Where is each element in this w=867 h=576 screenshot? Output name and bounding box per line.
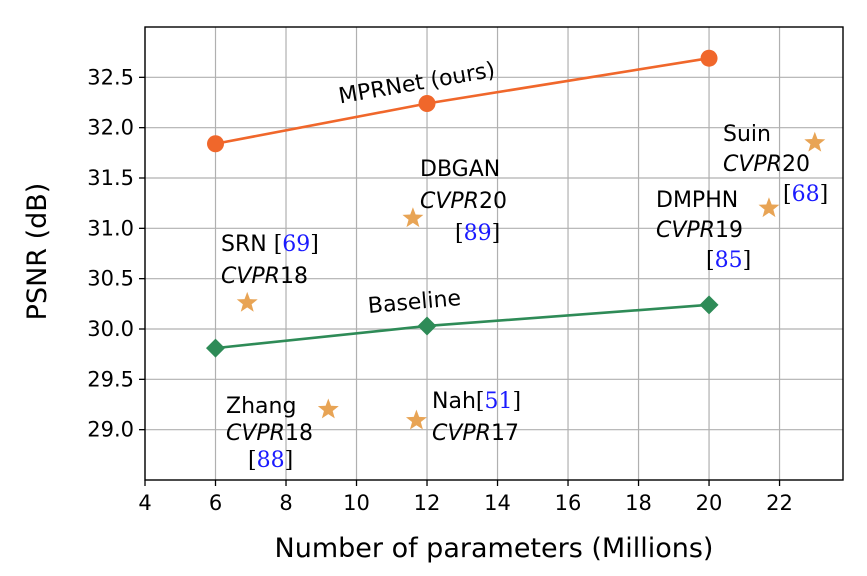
cite-bracket: [ (455, 221, 464, 246)
method-label-suin: [68] (783, 182, 828, 207)
method-venue: CVPR (432, 421, 491, 446)
method-venue: CVPR (420, 189, 479, 214)
y-tick-label: 32.5 (87, 65, 134, 89)
cite-number: 88 (257, 448, 285, 473)
method-label-zhang: CVPR18 (226, 421, 313, 446)
method-year: 20 (782, 152, 810, 177)
y-tick-label: 30.0 (87, 317, 134, 341)
method-label-nah: CVPR17 (432, 421, 519, 446)
method-venue: CVPR (723, 152, 782, 177)
method-venue: CVPR (656, 218, 715, 243)
plot-frame (144, 26, 844, 481)
method-star-srn (236, 291, 258, 312)
method-venue: CVPR (226, 421, 285, 446)
method-star-dbgan (402, 207, 424, 228)
method-year: 18 (285, 421, 313, 446)
x-tick-label: 10 (343, 491, 370, 515)
x-tick-label: 22 (766, 491, 793, 515)
x-axis-label: Number of parameters (Millions) (275, 533, 714, 564)
method-label-nah: Nah[51] (432, 389, 521, 414)
y-tick-label: 29.0 (87, 418, 134, 442)
method-label-suin: CVPR20 (723, 152, 810, 177)
x-tick-label: 14 (484, 491, 511, 515)
ticks: 4 6 8 10 12 14 16 18 20 22 29.0 29.5 30.0 30.5 31.0 31.… (87, 65, 793, 515)
method-label-dmphn: CVPR19 (656, 218, 743, 243)
method-label-srn: SRN [69] (221, 232, 319, 257)
method-year: 17 (491, 421, 519, 446)
series-point (417, 316, 437, 336)
method-label-dmphn: DMPHN (656, 188, 738, 213)
x-tick-label: 20 (696, 491, 723, 515)
cite-bracket: ] (743, 248, 752, 273)
series-point (206, 338, 226, 358)
method-star-nah (405, 409, 427, 430)
method-name: Nah (432, 389, 476, 414)
method-star-suin (804, 131, 826, 152)
method-name: DBGAN (420, 157, 500, 182)
cite-bracket: ] (310, 232, 319, 257)
series-label: MPRNet (ours) (337, 58, 497, 110)
y-tick-label: 31.0 (87, 216, 134, 240)
y-axis-label: PSNR (dB) (22, 183, 53, 321)
y-tick-label: 32.0 (87, 116, 134, 140)
method-year: 19 (715, 218, 743, 243)
cite-bracket: [ (783, 182, 792, 207)
method-star-dmphn (758, 197, 780, 218)
method-label-dbgan: DBGAN (420, 157, 500, 182)
series-point (418, 95, 436, 113)
method-name: Suin (723, 122, 771, 147)
method-name: DMPHN (656, 188, 738, 213)
method-label-zhang: Zhang (226, 394, 296, 419)
cite-number: 85 (715, 248, 743, 273)
series-point (700, 49, 718, 67)
cite-bracket: [ (248, 448, 257, 473)
cite-number: 51 (484, 389, 512, 414)
cite-bracket: ] (285, 448, 294, 473)
method-star-zhang (317, 398, 339, 419)
method-label-srn: CVPR18 (221, 264, 308, 289)
method-year: 18 (280, 264, 308, 289)
cite-bracket: ] (820, 182, 829, 207)
method-label-zhang: [88] (248, 448, 293, 473)
y-tick-label: 31.5 (87, 166, 134, 190)
y-tick-label: 30.5 (87, 267, 134, 291)
series-label: Baseline (367, 286, 462, 319)
series-line (215, 303, 710, 350)
y-tick-label: 29.5 (87, 367, 134, 391)
x-tick-label: 16 (555, 491, 582, 515)
method-venue: CVPR (221, 264, 280, 289)
cite-bracket: ] (492, 221, 501, 246)
cite-bracket: [ (476, 389, 485, 414)
method-name: Zhang (226, 394, 296, 419)
method-label-dbgan: CVPR20 (420, 189, 507, 214)
cite-bracket: [ (274, 232, 283, 257)
cite-bracket: ] (512, 389, 521, 414)
cite-number: 68 (792, 182, 820, 207)
x-tick-label: 4 (138, 491, 151, 515)
markers (206, 49, 826, 430)
cite-bracket: [ (706, 248, 715, 273)
series-point (207, 135, 225, 153)
grid (144, 27, 843, 480)
method-label-dmphn: [85] (706, 248, 751, 273)
method-name: SRN (221, 232, 274, 257)
method-label-dbgan: [89] (455, 221, 500, 246)
cite-number: 89 (464, 221, 492, 246)
x-tick-label: 8 (279, 491, 292, 515)
x-tick-label: 6 (209, 491, 222, 515)
method-year: 20 (479, 189, 507, 214)
method-label-suin: Suin (723, 122, 771, 147)
x-tick-label: 18 (625, 491, 652, 515)
x-tick-label: 12 (414, 491, 441, 515)
cite-number: 69 (282, 232, 310, 257)
series-point (699, 295, 719, 315)
